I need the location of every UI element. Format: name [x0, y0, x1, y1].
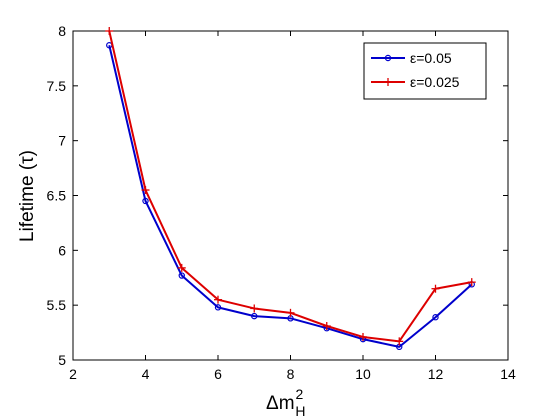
y-tick-label: 6.5: [47, 188, 67, 204]
x-axis-label-sub: H: [295, 403, 305, 419]
legend-marker-1: [384, 78, 392, 86]
y-tick-label: 5.5: [47, 297, 67, 313]
data-point-s1: [359, 332, 367, 341]
data-point-s1: [467, 278, 476, 287]
legend-marker-0: [384, 54, 392, 62]
x-axis: 2 4 6 8 10 12 14: [69, 31, 516, 382]
x-tick-label: 14: [500, 366, 516, 382]
x-axis-label-sup: 2: [296, 386, 304, 402]
data-point-s1: [214, 295, 222, 304]
data-point-s0: [178, 272, 185, 279]
data-point-s1: [286, 308, 295, 317]
data-point-s1: [177, 263, 186, 272]
y-tick-label: 5: [58, 352, 66, 368]
data-point-s1: [322, 322, 331, 331]
x-tick-label: 6: [214, 366, 222, 382]
x-tick-label: 8: [287, 366, 295, 382]
data-point-s1: [141, 186, 150, 195]
y-axis: 5 5.5 6 6.5 7 7.5 8: [47, 23, 508, 368]
legend: ε=0.05 ε=0.025: [363, 42, 487, 100]
x-axis-label: Δm2 H: [266, 386, 305, 419]
data-point-s1: [431, 284, 440, 293]
y-tick-label: 8: [58, 23, 66, 39]
y-axis-label: Lifetime (τ): [17, 150, 38, 242]
legend-label-1: ε=0.025: [410, 74, 460, 90]
data-point-s1: [250, 304, 259, 313]
legend-box: [363, 42, 487, 100]
series-line-0: [108, 45, 473, 348]
y-tick-label: 7.5: [47, 78, 67, 94]
legend-label-0: ε=0.05: [410, 50, 452, 66]
data-point-s1: [105, 27, 114, 35]
data-point-s0: [432, 314, 439, 321]
data-point-s1: [395, 337, 404, 346]
x-tick-label: 4: [142, 366, 150, 382]
data-point-s0: [142, 197, 149, 205]
y-tick-label: 7: [58, 133, 66, 149]
x-tick-label: 10: [355, 366, 371, 382]
series-layer: [105, 27, 476, 351]
x-tick-label: 12: [428, 366, 444, 382]
data-point-s0: [251, 312, 258, 320]
x-axis-label-main: Δm: [266, 393, 295, 414]
y-tick-label: 6: [58, 242, 66, 258]
x-tick-label: 2: [69, 366, 77, 382]
data-point-s0: [214, 304, 222, 311]
